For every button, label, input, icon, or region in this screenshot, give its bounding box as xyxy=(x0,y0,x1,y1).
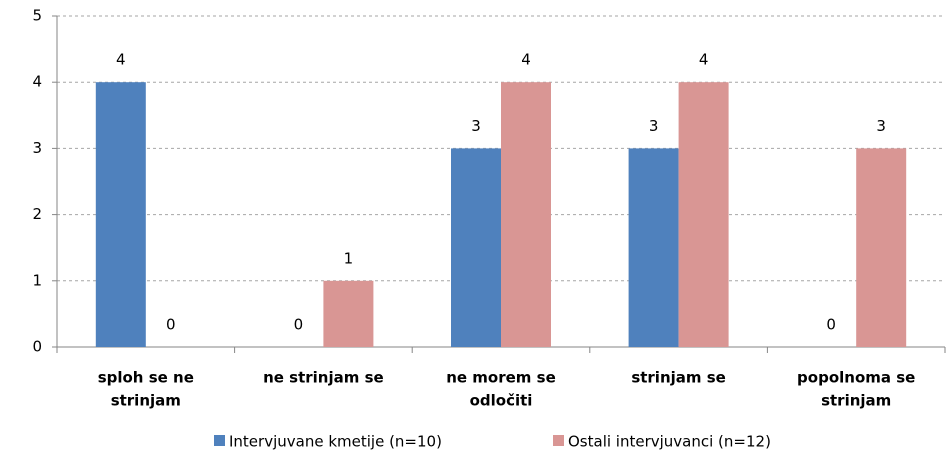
bar xyxy=(856,148,907,347)
legend-label: Ostali intervjuvanci (n=12) xyxy=(568,433,771,451)
x-tick-label: strinjam xyxy=(111,392,181,410)
bar xyxy=(628,148,679,347)
y-tick-label: 2 xyxy=(32,205,42,223)
y-tick-label: 3 xyxy=(32,139,42,157)
data-label: 3 xyxy=(876,117,886,135)
legend: Intervjuvane kmetije (n=10) Ostali interv… xyxy=(214,433,771,451)
x-tick-label: sploh se ne xyxy=(98,369,194,387)
legend-swatch xyxy=(214,435,225,446)
x-tick-label: ne strinjam se xyxy=(263,369,384,387)
bar xyxy=(678,82,729,347)
data-label: 0 xyxy=(294,316,304,334)
x-tick-label: odločiti xyxy=(470,392,533,410)
data-label: 4 xyxy=(116,51,126,69)
bar xyxy=(95,82,146,347)
y-tick-label: 0 xyxy=(32,338,42,356)
bar xyxy=(323,280,374,347)
data-label: 0 xyxy=(166,316,176,334)
legend-label: Intervjuvane kmetije (n=10) xyxy=(229,433,442,451)
x-tick-label: strinjam xyxy=(821,392,891,410)
x-tick-label: strinjam se xyxy=(631,369,726,387)
data-label: 1 xyxy=(344,249,354,267)
x-tick-label: ne morem se xyxy=(446,369,556,387)
data-label: 4 xyxy=(521,51,531,69)
x-tick-label: popolnoma se xyxy=(797,369,915,387)
data-label: 3 xyxy=(471,117,481,135)
bar xyxy=(501,82,551,347)
y-tick-label: 5 xyxy=(32,7,42,25)
data-label: 0 xyxy=(826,316,836,334)
data-label: 4 xyxy=(699,51,709,69)
bar xyxy=(451,148,501,347)
y-tick-label: 1 xyxy=(32,271,42,289)
legend-swatch xyxy=(553,435,564,446)
y-tick-label: 4 xyxy=(32,73,42,91)
data-label: 3 xyxy=(649,117,659,135)
